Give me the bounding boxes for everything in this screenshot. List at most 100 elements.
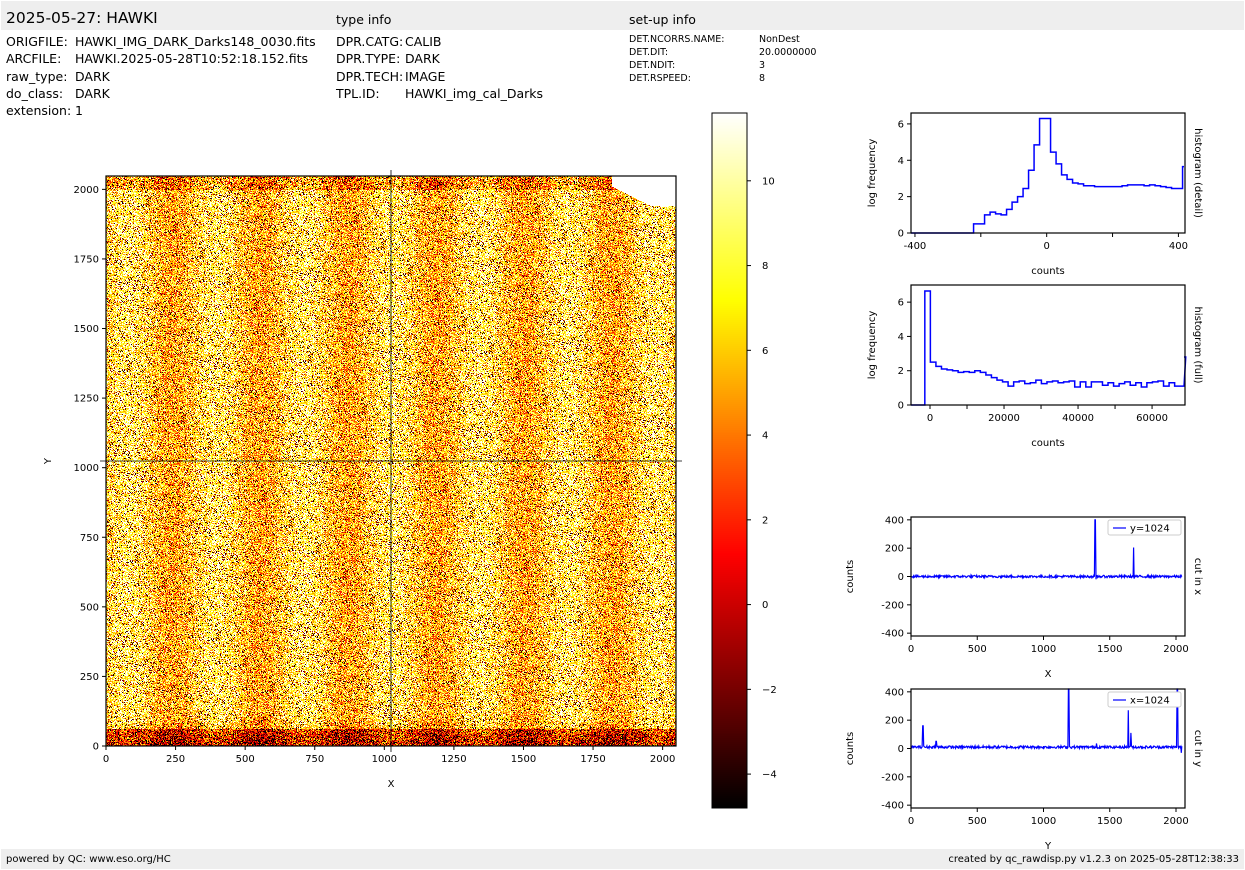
type-info-heading: type info bbox=[336, 12, 392, 27]
x-tick-label: 2000 bbox=[1163, 816, 1188, 827]
type-info-key: DPR.CATG: bbox=[336, 34, 404, 49]
x-tick-label: 0 bbox=[908, 816, 914, 827]
type-info-value: CALIB bbox=[405, 34, 442, 49]
legend-label: x=1024 bbox=[1130, 696, 1170, 707]
y-tick-label: -400 bbox=[881, 801, 904, 812]
y-tick-label: 0 bbox=[898, 572, 904, 583]
x-tick-label: 400 bbox=[1169, 241, 1188, 252]
y-tick-label: 500 bbox=[80, 602, 99, 613]
axes-frame bbox=[910, 688, 1186, 809]
x-tick-label: 500 bbox=[968, 816, 987, 827]
panel-title: histogram (full) bbox=[1192, 306, 1203, 383]
page-title: 2025-05-27: HAWKI bbox=[6, 9, 158, 27]
x-tick-label: 1750 bbox=[580, 754, 605, 765]
setup-info-heading: set-up info bbox=[629, 12, 696, 27]
y-tick-label: 1000 bbox=[74, 463, 99, 474]
file-info-key: ARCFILE: bbox=[6, 51, 62, 67]
setup-info-key: DET.RSPEED: bbox=[629, 73, 691, 84]
x-tick-label: 500 bbox=[236, 754, 255, 765]
axes-frame bbox=[910, 112, 1186, 234]
x-axis-label: X bbox=[1045, 669, 1052, 680]
y-tick-label: 2000 bbox=[74, 185, 99, 196]
colorbar-tick-label: 0 bbox=[762, 600, 768, 611]
x-axis-label: counts bbox=[1031, 266, 1064, 277]
x-tick-label: 1000 bbox=[372, 754, 397, 765]
colorbar-tick-label: 6 bbox=[762, 346, 768, 357]
colorbar-tick-label: 8 bbox=[762, 261, 768, 272]
colorbar-tick-label: −2 bbox=[762, 685, 777, 696]
file-info-key: raw_type: bbox=[6, 68, 68, 84]
file-info-value: HAWKI.2025-05-28T10:52:18.152.fits bbox=[75, 51, 308, 67]
y-axis-label: counts bbox=[845, 732, 856, 765]
setup-info-value: NonDest bbox=[759, 34, 800, 45]
y-axis-label: log frequency bbox=[867, 311, 878, 380]
cut-line bbox=[910, 688, 1183, 753]
setup-info-value: 20.0000000 bbox=[759, 47, 817, 58]
x-tick-label: 40000 bbox=[1062, 413, 1094, 424]
y-tick-label: 1250 bbox=[74, 394, 99, 405]
file-info-key: do_class: bbox=[6, 85, 64, 101]
file-info-value: HAWKI_IMG_DARK_Darks148_0030.fits bbox=[75, 34, 316, 49]
x-tick-label: 2000 bbox=[1163, 644, 1188, 655]
axes-frame bbox=[910, 516, 1186, 637]
y-tick-label: 0 bbox=[898, 744, 904, 755]
footer-bar bbox=[1, 849, 1244, 869]
x-tick-label: 0 bbox=[103, 754, 109, 765]
y-axis-label: Y bbox=[43, 457, 54, 465]
file-info-value: DARK bbox=[75, 85, 110, 101]
x-axis-label: counts bbox=[1031, 438, 1064, 449]
setup-info-key: DET.NCORRS.NAME: bbox=[629, 34, 725, 45]
histogram-step-line bbox=[911, 290, 1187, 406]
colorbar-frame bbox=[711, 112, 748, 809]
y-tick-label: -200 bbox=[881, 772, 904, 783]
file-info-value: DARK bbox=[75, 68, 110, 84]
y-axis-label: log frequency bbox=[867, 139, 878, 208]
x-tick-label: 1250 bbox=[441, 754, 466, 765]
setup-info-value: 8 bbox=[759, 73, 766, 84]
y-tick-label: -400 bbox=[881, 629, 904, 640]
legend-label: y=1024 bbox=[1130, 524, 1170, 535]
y-tick-label: 0 bbox=[93, 742, 99, 753]
y-tick-label: 4 bbox=[898, 156, 904, 167]
colorbar-tick-label: 2 bbox=[762, 515, 768, 526]
type-info-key: DPR.TECH: bbox=[336, 68, 404, 84]
axes-frame bbox=[910, 284, 1186, 406]
type-info-key: TPL.ID: bbox=[336, 85, 380, 101]
file-info-key: extension: bbox=[6, 103, 72, 119]
x-tick-label: 0 bbox=[908, 644, 914, 655]
x-tick-label: 2000 bbox=[650, 754, 675, 765]
y-tick-label: 200 bbox=[885, 544, 904, 555]
y-tick-label: 2 bbox=[898, 366, 904, 377]
footer-powered-by: powered by QC: www.eso.org/HC bbox=[6, 854, 171, 865]
x-tick-label: 1000 bbox=[1031, 644, 1056, 655]
histogram-step-line bbox=[911, 117, 1184, 234]
setup-info-value: 3 bbox=[759, 60, 766, 71]
x-axis-label: X bbox=[388, 779, 395, 790]
colorbar bbox=[712, 113, 747, 808]
type-info-value: HAWKI_img_cal_Darks bbox=[405, 85, 544, 101]
legend-box bbox=[1107, 519, 1182, 536]
y-tick-label: 400 bbox=[885, 515, 904, 526]
y-tick-label: -200 bbox=[881, 600, 904, 611]
panel-title: cut in x bbox=[1192, 558, 1203, 595]
x-tick-label: 1500 bbox=[1097, 644, 1122, 655]
type-info-value: DARK bbox=[405, 51, 440, 67]
y-tick-label: 4 bbox=[898, 332, 904, 343]
x-tick-label: 1500 bbox=[1097, 816, 1122, 827]
type-info-key: DPR.TYPE: bbox=[336, 51, 401, 67]
x-tick-label: 60000 bbox=[1136, 413, 1168, 424]
y-tick-label: 200 bbox=[885, 716, 904, 727]
file-info-value: 1 bbox=[75, 103, 83, 119]
y-axis-label: counts bbox=[845, 560, 856, 593]
header-bar bbox=[1, 1, 1244, 30]
y-tick-label: 2 bbox=[898, 192, 904, 203]
y-tick-label: 400 bbox=[885, 687, 904, 698]
setup-info-key: DET.DIT: bbox=[629, 47, 669, 58]
footer-created-by: created by qc_rawdisp.py v1.2.3 on 2025-… bbox=[948, 854, 1239, 865]
y-tick-label: 750 bbox=[80, 533, 99, 544]
legend-box bbox=[1107, 691, 1182, 708]
y-tick-label: 1750 bbox=[74, 254, 99, 265]
x-tick-label: 750 bbox=[305, 754, 324, 765]
